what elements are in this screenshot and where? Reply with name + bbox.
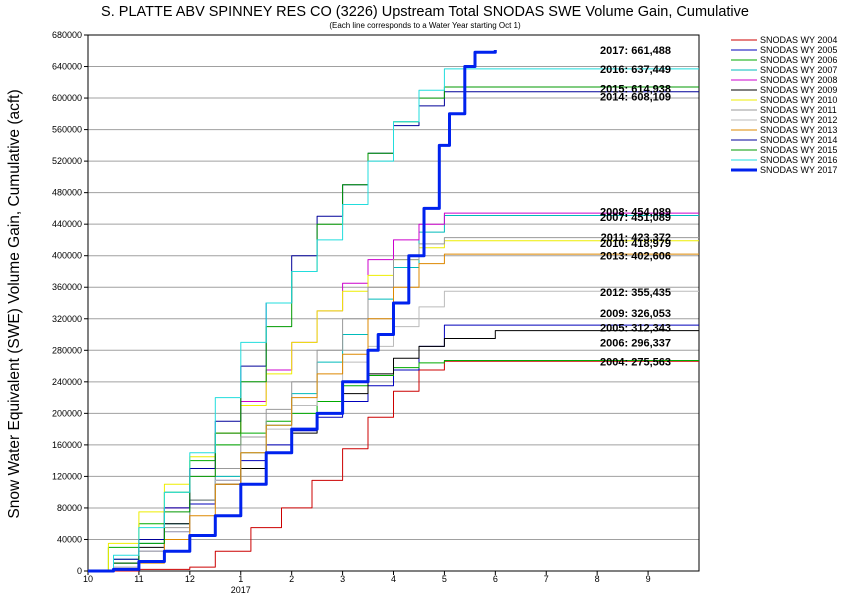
x-tick-label: 3 [340,574,345,584]
x-tick-label: 6 [493,574,498,584]
legend-entry: SNODAS WY 2008 [760,75,837,85]
series-lines [88,50,699,573]
y-tick-label: 320000 [52,314,82,324]
series-end-label: 2015: 614,938 [600,84,671,96]
x-tick-label: 11 [134,574,143,584]
y-tick-label: 400000 [52,251,82,261]
series-line [88,50,497,573]
legend-entry: SNODAS WY 2012 [760,115,837,125]
y-axis-label: Snow Water Equivalent (SWE) Volume Gain,… [6,89,23,518]
x-tick-label: 5 [442,574,447,584]
x-tick-label: 2 [289,574,294,584]
series-end-label: 2009: 326,053 [600,308,671,320]
series-end-label: 2016: 637,449 [600,64,671,76]
legend-entry: SNODAS WY 2011 [760,105,837,115]
y-tick-label: 520000 [52,156,82,166]
series-end-label: 2010: 418,979 [600,238,671,250]
y-tick-label: 480000 [52,188,82,198]
y-tick-label: 560000 [52,125,82,135]
y-tick-label: 240000 [52,377,82,387]
y-tick-label: 640000 [52,62,82,72]
legend-entry: SNODAS WY 2009 [760,85,837,95]
series-end-label: 2014: 608,109 [600,91,671,103]
series-end-label: 2005: 312,343 [600,322,671,334]
series-end-label: 2004: 275,563 [600,356,671,368]
x-tick-label: 8 [595,574,600,584]
x-tick-label: 4 [391,574,396,584]
y-axis-ticks: 0 40000 80000 120000 160000 200000 240000 28000… [52,30,88,576]
y-tick-label: 280000 [52,345,82,355]
legend-entry: SNODAS WY 2013 [760,125,837,135]
y-tick-label: 80000 [57,503,82,513]
y-tick-label: 120000 [52,471,82,481]
series-line [88,253,699,572]
y-tick-label: 40000 [57,534,82,544]
y-tick-label: 200000 [52,408,82,418]
x-year-label: 2017 [231,585,251,595]
y-tick-label: 680000 [52,30,82,40]
legend-entry: SNODAS WY 2015 [760,145,837,155]
legend-entry: SNODAS WY 2006 [760,55,837,65]
legend-entry: SNODAS WY 2007 [760,65,837,75]
legend-entry: SNODAS WY 2016 [760,155,837,165]
x-tick-label: 10 [83,574,93,584]
series-line [88,360,699,572]
series-end-label: 2017: 661,488 [600,45,671,57]
end-labels: 2004: 275,563 2005: 312,343 2006: 296,337 2… [600,45,671,368]
x-tick-label: 12 [185,574,195,584]
series-line [88,68,699,572]
chart-subtitle: (Each line corresponds to a Water Year s… [329,21,521,30]
legend-entry: SNODAS WY 2014 [760,135,837,145]
legend-entry: SNODAS WY 2005 [760,45,837,55]
series-end-label: 2007: 451,089 [600,212,671,224]
series-end-label: 2012: 355,435 [600,287,671,299]
x-tick-label: 7 [544,574,549,584]
legend-entry: SNODAS WY 2017 [760,165,837,175]
y-tick-label: 0 [77,566,82,576]
legend-entry: SNODAS WY 2010 [760,95,837,105]
x-tick-label: 9 [646,574,651,584]
series-end-label: 2013: 402,606 [600,251,671,263]
x-tick-label: 1 [238,574,243,584]
y-tick-label: 440000 [52,219,82,229]
series-end-label: 2006: 296,337 [600,337,671,349]
y-tick-label: 160000 [52,440,82,450]
y-tick-label: 360000 [52,282,82,292]
series-end-label: 2011: 423,372 [601,232,671,244]
series-line [88,290,699,572]
series-line [88,360,699,572]
chart-title: S. PLATTE ABV SPINNEY RES CO (3226) Upst… [101,4,749,20]
series-end-label: 2008: 454,089 [600,207,671,219]
y-tick-label: 600000 [52,93,82,103]
legend-entry: SNODAS WY 2004 [760,35,837,45]
